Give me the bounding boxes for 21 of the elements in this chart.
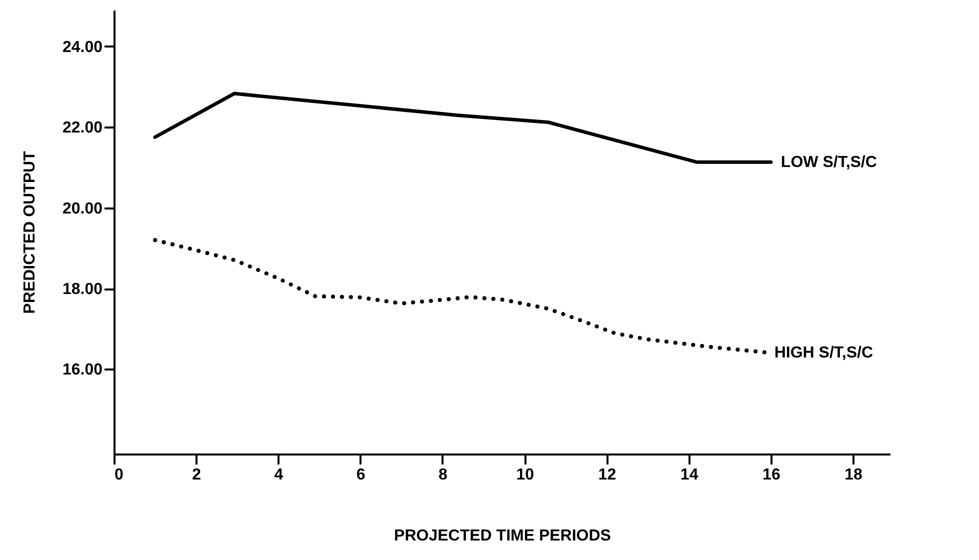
x-tick-label: 18 [844,466,863,484]
y-tick-label: 16.00 [62,362,103,379]
x-axis-title: PROJECTED TIME PERIODS [394,528,612,544]
line-series [153,92,773,164]
y-tick-label: 22.00 [62,120,103,137]
x-tick-label: 4 [274,466,284,484]
y-tick-label: 18.00 [62,281,103,298]
x-tick-label: 12 [598,466,616,484]
x-tick-label: 0 [114,466,124,484]
x-tick-label: 6 [356,466,366,484]
y-axis-title: PREDICTED OUTPUT [21,150,38,314]
series-label: HIGH S/T,S/C [774,344,874,362]
series-label: LOW S/T,S/C [780,154,878,172]
x-tick-label: 16 [762,466,780,484]
y-tick-label: 20.00 [62,200,103,218]
x-tick-label: 2 [192,466,202,484]
x-tick-label: 8 [438,466,448,484]
x-tick-label: 14 [680,466,698,484]
x-tick-label: 10 [516,466,534,484]
line-series [153,238,766,354]
y-tick-label: 24.00 [62,38,103,56]
